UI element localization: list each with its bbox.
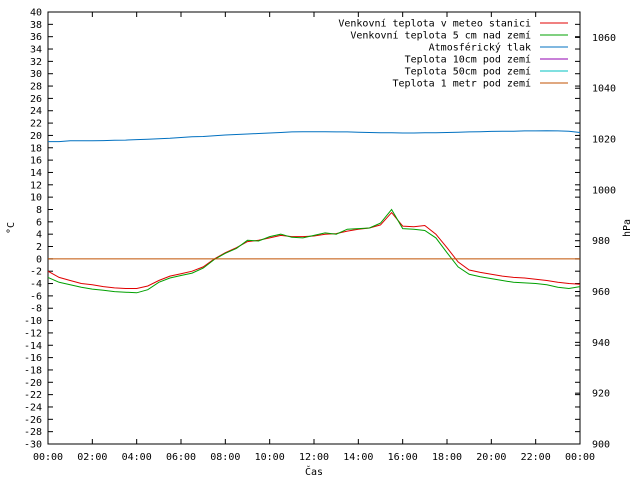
y-axis-label-left: °C <box>6 222 17 234</box>
y-tick-label-left: -30 <box>24 440 42 451</box>
y-tick-label-right: 1020 <box>592 135 616 146</box>
x-tick-label: 08:00 <box>210 452 240 463</box>
y-tick-label-left: 4 <box>36 230 42 241</box>
y-tick-label-left: -4 <box>30 279 42 290</box>
y-tick-label-left: 6 <box>36 217 42 228</box>
y-tick-label-left: 26 <box>30 94 42 105</box>
x-tick-label: 06:00 <box>166 452 196 463</box>
y-tick-label-right: 1000 <box>592 185 616 196</box>
x-tick-label: 20:00 <box>476 452 506 463</box>
y-tick-label-left: -2 <box>30 267 42 278</box>
y-tick-label-right: 980 <box>592 236 610 247</box>
legend-label: Atmosférický tlak <box>429 42 531 54</box>
y-tick-label-left: 28 <box>30 82 42 93</box>
legend-label: Teplota 10cm pod zemí <box>405 54 531 66</box>
y-tick-label-left: 8 <box>36 205 42 216</box>
y-tick-label-right: 920 <box>592 389 610 400</box>
series-line <box>48 130 581 143</box>
y-tick-label-left: 20 <box>30 131 42 142</box>
y-tick-label-right: 1040 <box>592 84 616 95</box>
x-tick-label: 00:00 <box>565 452 595 463</box>
x-axis-label: Čas <box>305 465 323 478</box>
y-tick-label-left: 16 <box>30 156 42 167</box>
y-tick-label-left: 22 <box>30 119 42 130</box>
legend-label: Venkovní teplota 5 cm nad zemí <box>350 30 531 42</box>
legend: Venkovní teplota v meteo staniciVenkovní… <box>338 18 568 90</box>
x-tick-label: 00:00 <box>33 452 63 463</box>
y-tick-label-right: 900 <box>592 440 610 451</box>
y-tick-label-left: -26 <box>24 415 42 426</box>
x-tick-label: 18:00 <box>432 452 462 463</box>
x-axis-ticks: 00:00 02:00 04:00 06:00 08:00 10:00 12:00 14:00… <box>33 12 595 463</box>
y-tick-label-left: 10 <box>30 193 42 204</box>
y-tick-label-left: -16 <box>24 353 42 364</box>
right-axis-ticks: 1060 1040 1020 1000 980 960 940 920 900 <box>575 33 616 451</box>
y-tick-label-left: 30 <box>30 69 42 80</box>
y-tick-label-left: 32 <box>30 57 42 68</box>
y-tick-label-left: -20 <box>24 378 42 389</box>
y-tick-label-right: 960 <box>592 287 610 298</box>
y-tick-label-right: 1060 <box>592 33 616 44</box>
y-tick-label-left: 0 <box>36 254 42 265</box>
y-tick-label-left: -10 <box>24 316 42 327</box>
legend-label: Venkovní teplota v meteo stanici <box>338 18 531 30</box>
y-tick-label-left: -8 <box>30 304 42 315</box>
y-tick-label-left: 36 <box>30 32 42 43</box>
x-tick-label: 12:00 <box>299 452 329 463</box>
y-tick-label-right: 940 <box>592 338 610 349</box>
series-lines <box>47 130 581 294</box>
y-tick-label-left: 40 <box>30 8 42 19</box>
y-tick-label-left: -12 <box>24 328 42 339</box>
y-tick-label-left: -6 <box>30 291 42 302</box>
series-line <box>47 208 581 294</box>
y-tick-label-left: 18 <box>30 143 42 154</box>
y-tick-label-left: 38 <box>30 20 42 31</box>
y-tick-label-left: 34 <box>30 45 42 56</box>
x-tick-label: 10:00 <box>255 452 285 463</box>
y-tick-label-left: -18 <box>24 365 42 376</box>
x-tick-label: 02:00 <box>77 452 107 463</box>
y-tick-label-left: -22 <box>24 390 42 401</box>
y-tick-label-left: -28 <box>24 427 42 438</box>
x-tick-label: 14:00 <box>343 452 373 463</box>
left-axis-ticks: 4038363432302826242220181614121086420-2-… <box>24 8 580 451</box>
legend-label: Teplota 1 metr pod zemí <box>393 78 531 90</box>
y-tick-label-left: -14 <box>24 341 42 352</box>
legend-label: Teplota 50cm pod zemí <box>405 66 531 78</box>
x-tick-label: 16:00 <box>388 452 418 463</box>
y-tick-label-left: 14 <box>30 168 42 179</box>
y-axis-label-right: hPa <box>622 219 633 237</box>
series-line <box>47 211 581 289</box>
y-tick-label-left: 24 <box>30 106 42 117</box>
y-tick-label-left: 2 <box>36 242 42 253</box>
y-tick-label-left: -24 <box>24 402 42 413</box>
y-tick-label-left: 12 <box>30 180 42 191</box>
x-tick-label: 04:00 <box>122 452 152 463</box>
x-tick-label: 22:00 <box>521 452 551 463</box>
